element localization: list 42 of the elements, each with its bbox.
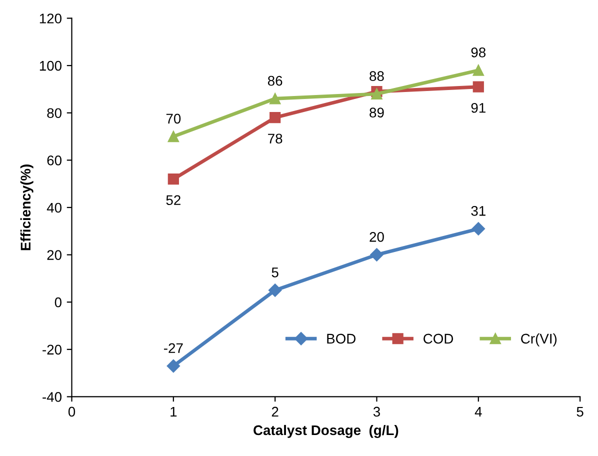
x-axis-title: Catalyst Dosage (g/L): [254, 424, 398, 438]
point: [270, 112, 281, 124]
point: [472, 64, 484, 76]
y-tick-label: 0: [54, 297, 62, 308]
y-tick-label: -20: [42, 344, 62, 355]
x-tick-label: 5: [576, 406, 584, 417]
point: [168, 130, 179, 142]
point: [472, 81, 484, 92]
point: [166, 359, 180, 373]
y-tick-label: 80: [47, 108, 62, 118]
y-tick-label: 120: [40, 14, 62, 24]
point: [168, 174, 179, 185]
x-tick-label: 2: [272, 406, 278, 417]
legend-label: BOD: [327, 334, 356, 344]
legend-label: COD: [424, 334, 454, 344]
y-tick-label: 40: [46, 202, 62, 213]
y-tick-label: 60: [47, 156, 62, 166]
data-label: 20: [370, 232, 384, 242]
data-label: 88: [370, 71, 384, 81]
data-label: 31: [471, 206, 486, 216]
data-label: 89: [370, 108, 384, 118]
point: [270, 93, 281, 104]
x-tick-label: 4: [474, 406, 482, 417]
x-tick-label: 0: [68, 406, 76, 417]
point: [472, 222, 485, 236]
data-label: 86: [268, 76, 282, 86]
y-tick-label: 20: [47, 250, 62, 260]
data-label: 91: [471, 102, 486, 113]
data-label: 70: [166, 114, 181, 124]
y-tick-label: 100: [40, 60, 62, 71]
data-label: -27: [164, 343, 183, 353]
data-label: 98: [471, 48, 486, 58]
point: [268, 284, 282, 297]
data-label: 5: [272, 268, 278, 278]
data-label: 52: [166, 195, 180, 206]
point: [370, 248, 384, 262]
x-tick-label: 3: [373, 406, 380, 417]
x-tick-label: 1: [170, 406, 177, 417]
data-label: 78: [268, 134, 282, 144]
legend-label: Cr(VI): [521, 333, 557, 346]
y-tick-label: -40: [42, 392, 62, 402]
y-axis-title: Efficiency(%): [20, 164, 34, 250]
